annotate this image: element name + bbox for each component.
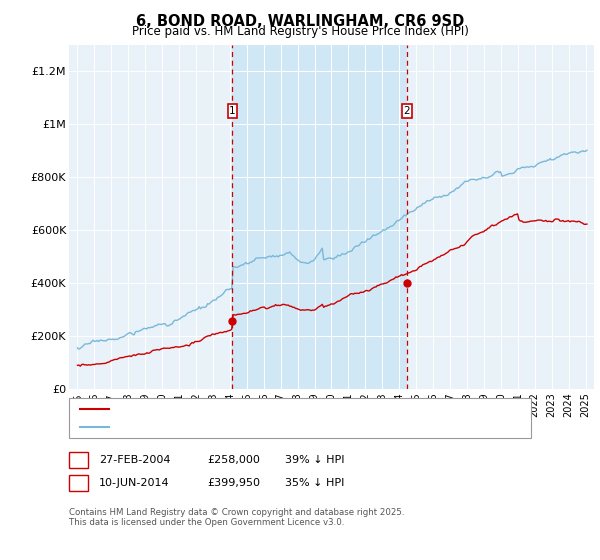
Text: 1: 1 [229,106,236,116]
Text: £258,000: £258,000 [207,455,260,465]
Text: 2: 2 [75,478,82,488]
Text: Price paid vs. HM Land Registry's House Price Index (HPI): Price paid vs. HM Land Registry's House … [131,25,469,38]
Text: 27-FEB-2004: 27-FEB-2004 [99,455,170,465]
Text: 6, BOND ROAD, WARLINGHAM, CR6 9SD: 6, BOND ROAD, WARLINGHAM, CR6 9SD [136,14,464,29]
Text: 10-JUN-2014: 10-JUN-2014 [99,478,170,488]
Text: Contains HM Land Registry data © Crown copyright and database right 2025.
This d: Contains HM Land Registry data © Crown c… [69,508,404,528]
Text: HPI: Average price, detached house, Tandridge: HPI: Average price, detached house, Tand… [114,422,358,432]
Text: £399,950: £399,950 [207,478,260,488]
Text: 6, BOND ROAD, WARLINGHAM, CR6 9SD (detached house): 6, BOND ROAD, WARLINGHAM, CR6 9SD (detac… [114,404,418,414]
Text: 35% ↓ HPI: 35% ↓ HPI [285,478,344,488]
Bar [232,45,407,389]
Text: 39% ↓ HPI: 39% ↓ HPI [285,455,344,465]
Text: 1: 1 [75,455,82,465]
Text: 2: 2 [403,106,410,116]
